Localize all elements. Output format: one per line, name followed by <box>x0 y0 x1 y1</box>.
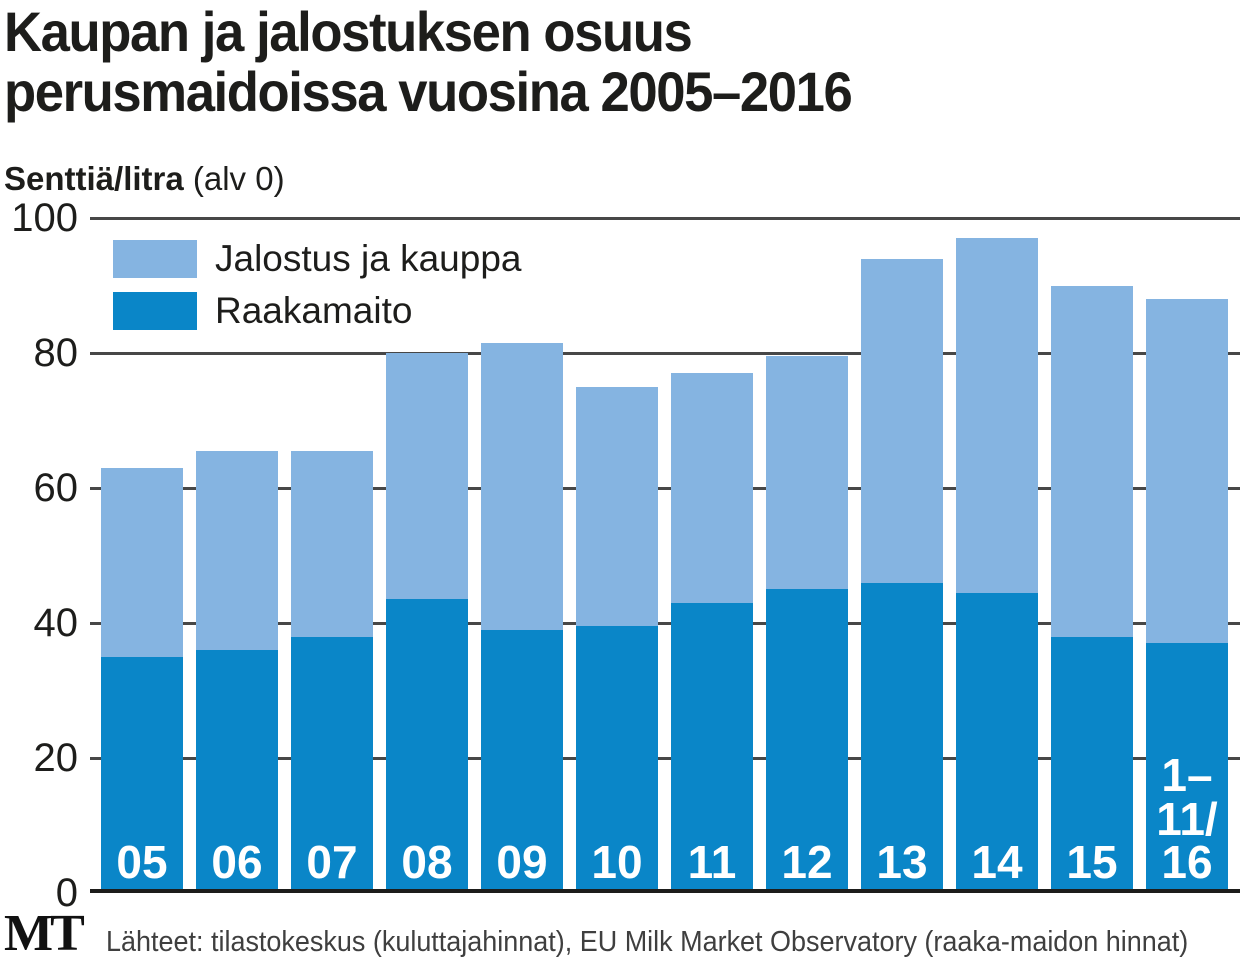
bar-segment-raakamaito-06 <box>196 650 278 893</box>
y-axis-label-0: 0 <box>55 871 78 915</box>
x-axis-line <box>90 889 1240 893</box>
y-axis-labels: 0 20 40 60 80 100 <box>0 196 79 915</box>
y-axis-label-80: 80 <box>33 331 79 375</box>
bar-13: 13 <box>861 258 943 893</box>
legend: Jalostus ja kauppa Raakamaito <box>113 238 521 342</box>
chart-title: Kaupan ja jalostuksen osuus perusmaidois… <box>4 0 853 124</box>
bar-12: 12 <box>766 356 848 893</box>
gridline-60 <box>90 487 1240 490</box>
bar-07: 07 <box>291 450 373 893</box>
bar-segment-raakamaito-11 <box>671 602 753 893</box>
bar-11: 11 <box>671 373 753 893</box>
source-text: Lähteet: tilastokeskus (kuluttajahinnat)… <box>105 926 1189 958</box>
bar-1–11/16: 1– 11/ 16 <box>1146 299 1228 893</box>
legend-item-raakamaito: Raakamaito <box>113 290 521 332</box>
x-axis-label-05: 05 <box>116 836 168 889</box>
y-axis-label-20: 20 <box>33 736 79 780</box>
bar-segment-raakamaito-12 <box>766 589 848 893</box>
y-axis-label-100: 100 <box>11 196 78 240</box>
chart-unit-label-rest: (alv 0) <box>183 160 285 197</box>
gridline-100 <box>90 217 1240 220</box>
bar-06: 06 <box>196 450 278 893</box>
x-axis-label-11: 11 <box>687 836 737 889</box>
chart-title-line1: Kaupan ja jalostuksen osuus <box>4 0 693 63</box>
bar-15: 15 <box>1051 285 1133 893</box>
x-axis-label-08: 08 <box>401 836 453 889</box>
bar-segment-raakamaito-08 <box>386 599 468 893</box>
bar-segment-raakamaito-07 <box>291 636 373 893</box>
x-axis-label-06: 06 <box>211 836 263 889</box>
y-axis-label-40: 40 <box>33 601 79 645</box>
x-axis-label-09: 09 <box>496 836 548 889</box>
bar-segment-raakamaito-13 <box>861 582 943 893</box>
legend-swatch-jalostus-icon <box>113 240 197 278</box>
bar-segment-raakamaito-05 <box>101 656 183 893</box>
mt-logo: MT <box>4 905 85 962</box>
x-axis-label-13: 13 <box>876 836 928 889</box>
bar-09: 09 <box>481 342 563 893</box>
bar-segment-raakamaito-14 <box>956 592 1038 893</box>
bar-05: 05 <box>101 467 183 893</box>
bar-segment-raakamaito-1–11/16 <box>1146 643 1228 893</box>
plot-area: 05 06 07 08 09 10 11 12 13 14 15 1– 11/ 16 <box>90 217 1240 893</box>
chart-title-line2: perusmaidoissa vuosina 2005–2016 <box>4 60 853 124</box>
x-axis-label-10: 10 <box>591 836 643 889</box>
x-axis-label-07: 07 <box>306 836 358 889</box>
chart-unit-label: Senttiä/litra (alv 0) <box>4 160 285 198</box>
bar-segment-raakamaito-09 <box>481 629 563 893</box>
x-axis-label-15: 15 <box>1066 836 1118 889</box>
gridline-40 <box>90 622 1240 625</box>
legend-swatch-raakamaito-icon <box>113 292 197 330</box>
bar-08: 08 <box>386 353 468 893</box>
legend-item-jalostus: Jalostus ja kauppa <box>113 238 521 280</box>
bar-10: 10 <box>576 386 658 893</box>
chart-unit-label-bold: Senttiä/litra <box>4 160 184 197</box>
gridline-80 <box>90 352 1240 355</box>
x-axis-label-12: 12 <box>781 836 833 889</box>
bar-segment-raakamaito-15 <box>1051 636 1133 893</box>
bar-14: 14 <box>956 238 1038 893</box>
bar-segment-raakamaito-10 <box>576 626 658 893</box>
legend-label-raakamaito: Raakamaito <box>215 290 413 331</box>
y-axis-label-60: 60 <box>33 466 79 510</box>
footer: MT Lähteet: tilastokeskus (kuluttajahinn… <box>0 908 1240 960</box>
gridline-20 <box>90 757 1240 760</box>
legend-label-jalostus: Jalostus ja kauppa <box>215 238 522 279</box>
x-axis-label-14: 14 <box>971 836 1023 889</box>
x-axis-label-1–11/16: 1– 11/ 16 <box>1156 748 1218 889</box>
